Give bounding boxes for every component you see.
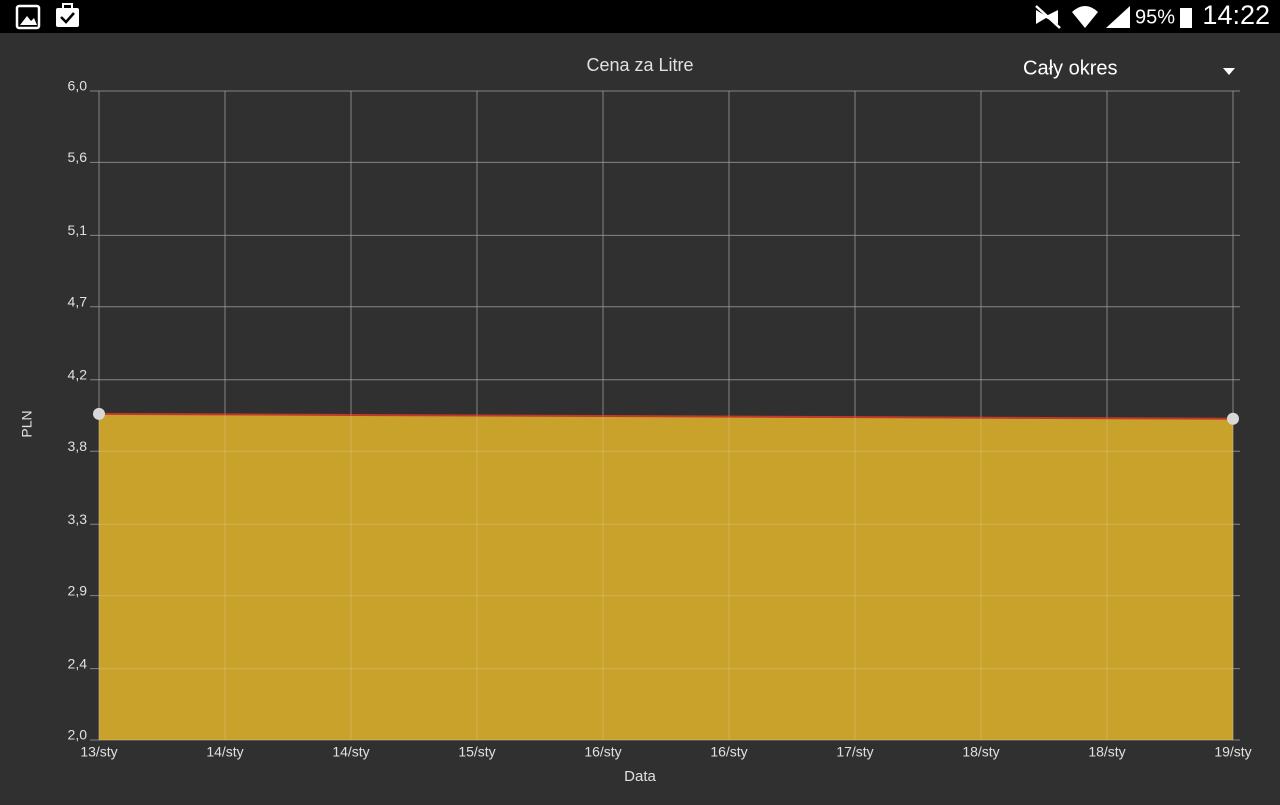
x-tick-label: 16/sty	[584, 744, 621, 760]
y-tick-label: 4,2	[68, 367, 88, 383]
period-dropdown[interactable]: Cały okres	[1023, 57, 1235, 79]
y-tick-label: 2,0	[68, 727, 88, 743]
point-marker	[1227, 412, 1239, 425]
dropdown-label[interactable]: Cały okres	[1023, 57, 1117, 79]
y-tick-label: 5,6	[68, 149, 88, 165]
area-fill	[99, 413, 1233, 740]
y-tick-label: 5,1	[68, 222, 88, 238]
y-axis-label: PLN	[19, 410, 35, 437]
y-tick-label: 3,3	[68, 511, 88, 527]
y-tick-label: 2,9	[68, 582, 88, 598]
status-bar	[0, 0, 1280, 33]
x-tick-label: 14/sty	[332, 744, 369, 760]
x-tick-label: 15/sty	[458, 744, 495, 760]
y-tick-label: 6,0	[68, 78, 88, 94]
y-tick-label: 4,7	[68, 293, 88, 309]
gallery-icon	[15, 4, 41, 30]
battery-percent: 95%	[1135, 6, 1175, 28]
x-axis-label: Data	[624, 768, 656, 785]
battery-icon	[1180, 8, 1192, 28]
x-tick-label: 17/sty	[836, 744, 873, 760]
signal-icon	[1106, 6, 1130, 28]
y-tick-label: 3,8	[68, 438, 88, 454]
x-tick-label: 13/sty	[80, 744, 117, 760]
y-tick-label: 2,4	[68, 655, 88, 671]
mute-icon	[1035, 5, 1061, 29]
task-icon	[56, 3, 79, 27]
chart-title: Cena za Litre	[586, 55, 693, 75]
area-line	[98, 412, 1234, 420]
clock: 14:22	[1202, 0, 1270, 30]
x-tick-label: 18/sty	[1088, 744, 1125, 760]
dropdown-arrow[interactable]	[1223, 68, 1235, 75]
x-tick-label: 19/sty	[1214, 744, 1251, 760]
x-tick-label: 14/sty	[206, 744, 243, 760]
plot: 2,0 2,4 2,9 3,3 3,8 4,2 4,7 5,1 5,6 6,0 13/sty 14/s…	[68, 78, 1252, 760]
x-tick-label: 18/sty	[962, 744, 999, 760]
point-marker	[93, 407, 105, 420]
x-tick-label: 16/sty	[710, 744, 747, 760]
wifi-icon	[1072, 6, 1098, 28]
